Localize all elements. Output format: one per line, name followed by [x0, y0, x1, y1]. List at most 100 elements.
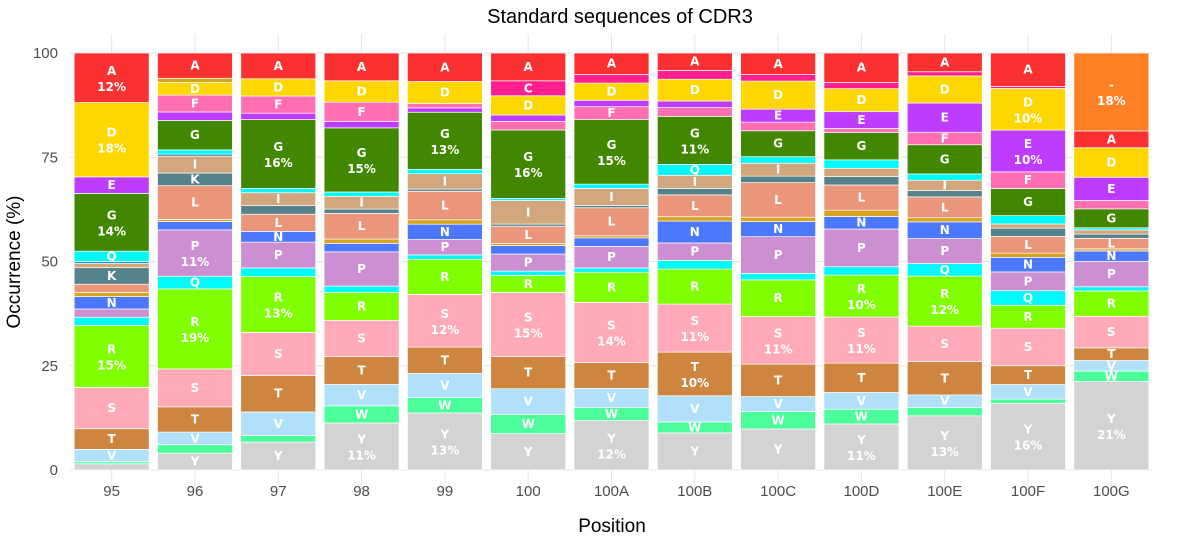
segment-residue-label: A	[940, 55, 950, 69]
segment-residue-label: L	[608, 215, 616, 229]
segment-residue-label: F	[357, 105, 365, 119]
bar-segment-P	[74, 309, 149, 317]
segment-residue-label: N	[856, 216, 866, 230]
segment-residue-label: A	[524, 60, 534, 74]
segment-residue-label: G	[856, 139, 866, 153]
segment-residue-label: R	[1023, 310, 1032, 324]
bar-segment-I	[824, 168, 899, 176]
segment-residue-label: N	[690, 225, 700, 239]
bar-segment-C	[824, 82, 899, 88]
segment-residue-label: I	[526, 205, 530, 219]
y-tick-label: 75	[41, 149, 58, 166]
bar-segment-W	[991, 399, 1066, 403]
segment-residue-label: L	[858, 191, 866, 205]
segment-residue-label: V	[857, 394, 867, 408]
segment-residue-label: F	[274, 98, 282, 112]
bar-segment-Q	[74, 317, 149, 325]
segment-percent-label: 11%	[847, 449, 876, 463]
segment-percent-label: 11%	[181, 255, 210, 269]
segment-residue-label: T	[524, 366, 533, 380]
segment-residue-label: R	[274, 290, 283, 304]
segment-residue-label: Y	[606, 431, 616, 445]
segment-residue-label: T	[607, 368, 616, 382]
segment-residue-label: G	[940, 152, 950, 166]
segment-residue-label: A	[690, 55, 700, 69]
bar-segment-Q	[657, 260, 732, 269]
segment-residue-label: N	[440, 225, 450, 239]
segment-residue-label: S	[274, 347, 283, 361]
segment-residue-label: S	[607, 318, 616, 332]
segment-percent-label: 10%	[1014, 111, 1043, 125]
segment-residue-label: V	[274, 417, 284, 431]
segment-residue-label: Q	[690, 163, 700, 177]
segment-residue-label: D	[523, 98, 533, 112]
segment-residue-label: T	[691, 360, 700, 374]
bar-98: Y11%WVTSRPLIG15%FDA	[324, 53, 399, 470]
bar-segment-E	[491, 115, 566, 121]
bar-segment-N	[324, 243, 399, 252]
segment-residue-label: L	[358, 219, 366, 233]
segment-residue-label: G	[190, 128, 200, 142]
segment-residue-label: W	[688, 420, 701, 434]
bar-segment-E	[657, 101, 732, 108]
x-tick-label: 100B	[677, 483, 712, 500]
segment-residue-label: P	[524, 256, 533, 270]
segment-residue-label: P	[940, 244, 949, 258]
segment-residue-label: S	[357, 331, 366, 345]
segment-residue-label: T	[774, 373, 783, 387]
y-tick-label: 100	[33, 45, 58, 62]
y-axis-title: Occurrence (%)	[4, 195, 25, 328]
segment-residue-label: R	[357, 299, 366, 313]
segment-residue-label: A	[274, 59, 284, 73]
x-tick-label: 100A	[594, 483, 629, 500]
segment-residue-label: Q	[190, 276, 200, 290]
x-tick-label: 100C	[760, 483, 796, 500]
segment-residue-label: L	[441, 199, 449, 213]
segment-residue-label: P	[274, 248, 283, 262]
x-tick-label: 100G	[1093, 483, 1130, 500]
segment-residue-label: S	[940, 337, 949, 351]
segment-residue-label: I	[693, 175, 697, 189]
bar-segment-Q	[1074, 287, 1149, 291]
segment-residue-label: T	[274, 387, 283, 401]
segment-residue-label: G	[440, 127, 450, 141]
bar-segment-N	[574, 238, 649, 247]
segment-residue-label: P	[1107, 267, 1116, 281]
segment-residue-label: W	[771, 413, 784, 427]
segment-residue-label: D	[607, 85, 617, 99]
bar-segment-W	[157, 445, 232, 453]
segment-residue-label: N	[107, 296, 117, 310]
segment-percent-label: 18%	[1097, 94, 1126, 108]
segment-residue-label: A	[357, 60, 367, 74]
segment-residue-label: D	[357, 84, 367, 98]
segment-percent-label: 14%	[597, 334, 626, 348]
segment-residue-label: K	[107, 269, 117, 283]
segment-residue-label: Y	[1023, 423, 1033, 437]
bar-segment-K	[741, 176, 816, 182]
bar-segment-K	[657, 188, 732, 195]
segment-residue-label: R	[690, 280, 699, 294]
bar-segment-W	[907, 407, 982, 415]
bar-segment-C	[907, 72, 982, 76]
segment-residue-label: Q	[1023, 291, 1033, 305]
segment-percent-label: 14%	[97, 224, 126, 238]
x-tick-label: 100F	[1011, 483, 1045, 500]
bar-segment-M	[657, 217, 732, 221]
segment-residue-label: -	[1109, 78, 1114, 92]
segment-residue-label: S	[774, 326, 783, 340]
segment-percent-label: 10%	[680, 376, 709, 390]
y-axis-ticks: 0255075100	[33, 45, 58, 479]
segment-residue-label: S	[524, 311, 533, 325]
segment-residue-label: V	[690, 402, 700, 416]
segment-percent-label: 15%	[514, 327, 543, 341]
segment-percent-label: 10%	[847, 298, 876, 312]
segment-residue-label: A	[440, 60, 450, 74]
segment-residue-label: G	[357, 146, 367, 160]
bar-segment-M	[741, 217, 816, 221]
chart-title: Standard sequences of CDR3	[487, 6, 753, 28]
bar-segment-F	[824, 128, 899, 132]
segment-percent-label: 11%	[347, 448, 376, 462]
segment-residue-label: P	[857, 241, 866, 255]
segment-residue-label: R	[190, 315, 199, 329]
